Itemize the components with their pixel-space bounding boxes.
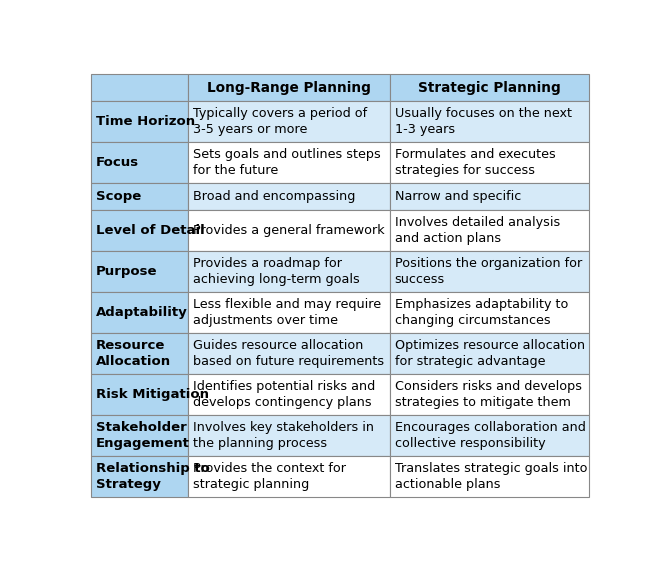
Bar xyxy=(91,142,188,183)
Bar xyxy=(390,292,589,333)
Text: Time Horizon: Time Horizon xyxy=(95,115,195,128)
Text: Encourages collaboration and
collective responsibility: Encourages collaboration and collective … xyxy=(394,421,585,450)
Bar xyxy=(390,75,589,101)
Text: Resource
Allocation: Resource Allocation xyxy=(95,339,171,368)
Text: Formulates and executes
strategies for success: Formulates and executes strategies for s… xyxy=(394,148,556,177)
Text: Optimizes resource allocation
for strategic advantage: Optimizes resource allocation for strate… xyxy=(394,339,585,368)
Bar xyxy=(188,183,390,209)
Text: Broad and encompassing: Broad and encompassing xyxy=(193,190,355,203)
Text: Provides the context for
strategic planning: Provides the context for strategic plann… xyxy=(193,462,346,491)
Text: Positions the organization for
success: Positions the organization for success xyxy=(394,257,582,286)
Text: Strategic Planning: Strategic Planning xyxy=(418,81,561,95)
Bar xyxy=(390,251,589,292)
Bar xyxy=(188,101,390,142)
Bar xyxy=(188,292,390,333)
Text: Level of Detail: Level of Detail xyxy=(95,224,204,237)
Bar xyxy=(91,209,188,251)
Bar xyxy=(390,333,589,374)
Bar xyxy=(188,456,390,497)
Text: Identifies potential risks and
develops contingency plans: Identifies potential risks and develops … xyxy=(193,380,375,409)
Text: Purpose: Purpose xyxy=(95,265,157,278)
Text: Usually focuses on the next
1-3 years: Usually focuses on the next 1-3 years xyxy=(394,107,572,136)
Bar xyxy=(91,251,188,292)
Bar xyxy=(390,183,589,209)
Text: Narrow and specific: Narrow and specific xyxy=(394,190,521,203)
Text: Long-Range Planning: Long-Range Planning xyxy=(207,81,371,95)
Bar xyxy=(390,142,589,183)
Text: Provides a roadmap for
achieving long-term goals: Provides a roadmap for achieving long-te… xyxy=(193,257,359,286)
Text: Involves key stakeholders in
the planning process: Involves key stakeholders in the plannin… xyxy=(193,421,374,450)
Bar xyxy=(91,374,188,415)
Text: Stakeholder
Engagement: Stakeholder Engagement xyxy=(95,421,190,450)
Bar xyxy=(91,333,188,374)
Bar xyxy=(188,75,390,101)
Bar xyxy=(91,415,188,456)
Bar xyxy=(91,101,188,142)
Text: Guides resource allocation
based on future requirements: Guides resource allocation based on futu… xyxy=(193,339,384,368)
Bar xyxy=(188,374,390,415)
Bar xyxy=(390,415,589,456)
Text: Risk Mitigation: Risk Mitigation xyxy=(95,388,209,401)
Text: Relationship to
Strategy: Relationship to Strategy xyxy=(95,462,210,491)
Bar xyxy=(188,209,390,251)
Text: Less flexible and may require
adjustments over time: Less flexible and may require adjustment… xyxy=(193,298,381,327)
Text: Involves detailed analysis
and action plans: Involves detailed analysis and action pl… xyxy=(394,216,560,245)
Text: Emphasizes adaptability to
changing circumstances: Emphasizes adaptability to changing circ… xyxy=(394,298,568,327)
Bar xyxy=(188,415,390,456)
Bar xyxy=(390,456,589,497)
Text: Translates strategic goals into
actionable plans: Translates strategic goals into actionab… xyxy=(394,462,587,491)
Text: Focus: Focus xyxy=(95,156,139,169)
Bar xyxy=(390,101,589,142)
Text: Provides a general framework: Provides a general framework xyxy=(193,224,385,237)
Bar xyxy=(91,75,188,101)
Text: Scope: Scope xyxy=(95,190,141,203)
Bar xyxy=(91,456,188,497)
Bar xyxy=(188,333,390,374)
Text: Adaptability: Adaptability xyxy=(95,306,188,319)
Text: Typically covers a period of
3-5 years or more: Typically covers a period of 3-5 years o… xyxy=(193,107,367,136)
Text: Considers risks and develops
strategies to mitigate them: Considers risks and develops strategies … xyxy=(394,380,581,409)
Bar xyxy=(188,251,390,292)
Bar xyxy=(390,374,589,415)
Bar xyxy=(91,292,188,333)
Text: Sets goals and outlines steps
for the future: Sets goals and outlines steps for the fu… xyxy=(193,148,381,177)
Bar xyxy=(188,142,390,183)
Bar xyxy=(91,183,188,209)
Bar xyxy=(390,209,589,251)
